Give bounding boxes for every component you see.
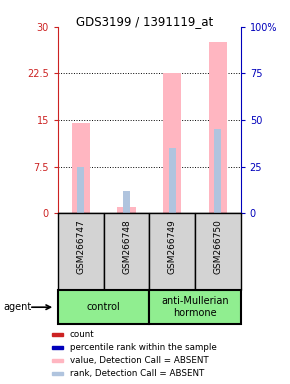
Bar (149, 213, 195, 290)
Bar (163, 73, 181, 213)
Text: rank, Detection Call = ABSENT: rank, Detection Call = ABSENT (70, 369, 204, 378)
Text: count: count (70, 330, 94, 339)
Bar (72, 123, 90, 213)
Text: GSM266748: GSM266748 (122, 219, 131, 274)
Bar (149, 290, 241, 324)
Text: anti-Mullerian
hormone: anti-Mullerian hormone (161, 296, 229, 318)
Bar (123, 191, 130, 213)
Text: GSM266747: GSM266747 (76, 219, 85, 274)
Bar (104, 213, 149, 290)
Bar (214, 129, 221, 213)
Text: percentile rank within the sample: percentile rank within the sample (70, 343, 216, 352)
Text: control: control (87, 302, 121, 312)
Bar (52, 359, 63, 362)
Bar (169, 148, 176, 213)
Bar (58, 213, 104, 290)
Text: GDS3199 / 1391119_at: GDS3199 / 1391119_at (76, 15, 214, 28)
Bar (52, 346, 63, 349)
Text: value, Detection Call = ABSENT: value, Detection Call = ABSENT (70, 356, 208, 365)
Bar (52, 372, 63, 375)
Text: GSM266749: GSM266749 (168, 219, 177, 274)
Bar (209, 42, 227, 213)
Bar (117, 207, 136, 213)
Bar (52, 333, 63, 336)
Bar (77, 167, 84, 213)
Bar (195, 213, 241, 290)
Text: GSM266750: GSM266750 (213, 219, 222, 274)
Bar (58, 290, 149, 324)
Text: agent: agent (3, 302, 31, 312)
